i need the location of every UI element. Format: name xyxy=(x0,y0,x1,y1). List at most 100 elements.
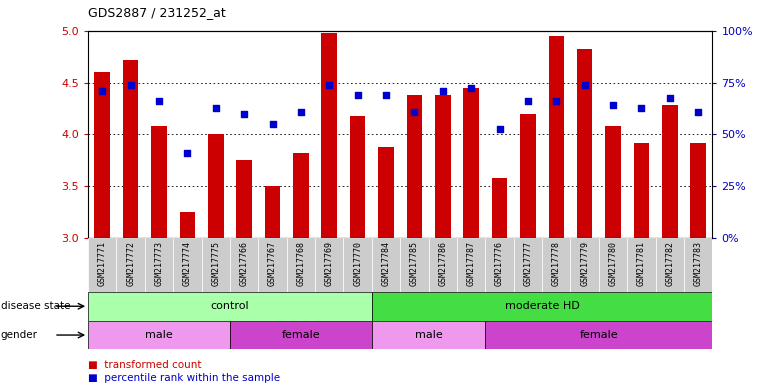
Text: GSM217783: GSM217783 xyxy=(694,241,702,286)
Bar xyxy=(322,33,337,238)
Point xyxy=(267,121,279,127)
Bar xyxy=(145,238,173,292)
Point xyxy=(465,84,477,91)
Text: GSM217784: GSM217784 xyxy=(381,241,391,286)
Text: GSM217781: GSM217781 xyxy=(637,241,646,286)
Text: GSM217774: GSM217774 xyxy=(183,241,192,286)
Point xyxy=(153,98,165,104)
Bar xyxy=(88,321,230,349)
Text: male: male xyxy=(146,330,173,340)
Point xyxy=(522,98,534,104)
Point xyxy=(663,95,676,101)
Text: female: female xyxy=(282,330,320,340)
Bar xyxy=(542,238,571,292)
Point xyxy=(692,109,704,115)
Bar xyxy=(684,238,712,292)
Text: GSM217768: GSM217768 xyxy=(296,241,306,286)
Bar xyxy=(286,238,315,292)
Point xyxy=(295,109,307,115)
Bar xyxy=(372,238,401,292)
Bar xyxy=(690,143,706,238)
Text: ■  percentile rank within the sample: ■ percentile rank within the sample xyxy=(88,373,280,383)
Bar xyxy=(88,292,372,321)
Text: GSM217778: GSM217778 xyxy=(552,241,561,286)
Text: GSM217772: GSM217772 xyxy=(126,241,135,286)
Text: control: control xyxy=(211,301,249,311)
Point xyxy=(607,102,619,108)
Text: GSM217771: GSM217771 xyxy=(98,241,106,286)
Text: GSM217766: GSM217766 xyxy=(240,241,249,286)
Bar xyxy=(265,186,280,238)
Bar xyxy=(230,238,258,292)
Text: GSM217770: GSM217770 xyxy=(353,241,362,286)
Bar xyxy=(237,161,252,238)
Text: disease state: disease state xyxy=(1,301,70,311)
Text: female: female xyxy=(580,330,618,340)
Bar xyxy=(599,238,627,292)
Bar xyxy=(548,36,564,238)
Text: gender: gender xyxy=(1,330,38,340)
Text: GSM217787: GSM217787 xyxy=(466,241,476,286)
Text: GSM217776: GSM217776 xyxy=(495,241,504,286)
Bar xyxy=(407,95,422,238)
Bar xyxy=(486,321,712,349)
Bar xyxy=(372,321,486,349)
Bar xyxy=(258,238,286,292)
Bar xyxy=(463,88,479,238)
Text: ■  transformed count: ■ transformed count xyxy=(88,360,201,370)
Text: moderate HD: moderate HD xyxy=(505,301,580,311)
Text: GSM217769: GSM217769 xyxy=(325,241,334,286)
Text: GSM217780: GSM217780 xyxy=(608,241,617,286)
Bar xyxy=(88,238,116,292)
Point xyxy=(550,98,562,104)
Bar xyxy=(571,238,599,292)
Bar xyxy=(633,143,650,238)
Bar xyxy=(123,60,139,238)
Bar xyxy=(343,238,372,292)
Point xyxy=(408,109,421,115)
Point xyxy=(97,88,109,94)
Bar xyxy=(514,238,542,292)
Point xyxy=(493,126,506,132)
Point xyxy=(352,92,364,98)
Text: GSM217786: GSM217786 xyxy=(438,241,447,286)
Text: GSM217785: GSM217785 xyxy=(410,241,419,286)
Bar xyxy=(350,116,365,238)
Bar xyxy=(662,105,678,238)
Bar xyxy=(230,321,372,349)
Text: GSM217775: GSM217775 xyxy=(211,241,221,286)
Point xyxy=(380,92,392,98)
Bar xyxy=(486,238,514,292)
Point xyxy=(323,81,336,88)
Text: GSM217782: GSM217782 xyxy=(666,241,674,286)
Bar xyxy=(605,126,621,238)
Text: GSM217767: GSM217767 xyxy=(268,241,277,286)
Bar xyxy=(293,153,309,238)
Bar xyxy=(372,292,712,321)
Bar xyxy=(492,178,507,238)
Bar xyxy=(315,238,343,292)
Bar xyxy=(656,238,684,292)
Bar xyxy=(173,238,201,292)
Bar xyxy=(151,126,167,238)
Bar xyxy=(208,134,224,238)
Bar xyxy=(520,114,535,238)
Point xyxy=(210,105,222,111)
Text: GDS2887 / 231252_at: GDS2887 / 231252_at xyxy=(88,6,226,19)
Bar xyxy=(429,238,457,292)
Bar xyxy=(627,238,656,292)
Point xyxy=(182,150,194,156)
Point xyxy=(635,105,647,111)
Bar xyxy=(94,72,110,238)
Bar xyxy=(577,50,592,238)
Bar xyxy=(201,238,230,292)
Bar xyxy=(435,95,450,238)
Point xyxy=(125,81,137,88)
Bar xyxy=(116,238,145,292)
Point xyxy=(238,111,250,117)
Bar xyxy=(378,147,394,238)
Bar xyxy=(179,212,195,238)
Text: GSM217779: GSM217779 xyxy=(580,241,589,286)
Text: GSM217773: GSM217773 xyxy=(155,241,163,286)
Bar xyxy=(401,238,429,292)
